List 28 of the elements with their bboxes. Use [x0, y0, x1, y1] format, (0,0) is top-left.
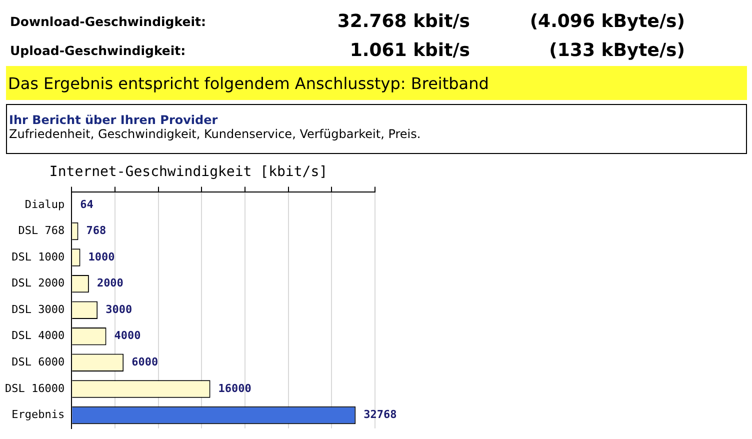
- data-label: 4000: [114, 329, 141, 342]
- text: Download-Geschwindigkeit:: [10, 14, 207, 28]
- data-label: 1000: [88, 250, 115, 264]
- chart-title: Internet-Geschwindigkeit [kbit/s]: [49, 164, 328, 180]
- y-tick-label: DSL 768: [18, 224, 65, 238]
- text: (133 kByte/s): [548, 40, 685, 60]
- y-tick-label: Ergebnis: [12, 408, 65, 422]
- text: 32.768 kbit/s: [336, 10, 470, 32]
- text: 1.061 kbit/s: [348, 40, 470, 60]
- data-label: 2000: [96, 276, 124, 290]
- data-label: 3000: [106, 302, 132, 316]
- y-tick-label: DSL 1000: [12, 250, 65, 264]
- y-tick-label: DSL 6000: [12, 356, 65, 369]
- y-tick-label: DSL 3000: [12, 302, 65, 316]
- text: Das Ergebnis entspricht folgendem Anschlusstyp: Breitband: [6, 66, 747, 100]
- text: (4.096 kByte/s): [528, 10, 685, 32]
- y-tick-label: Dialup: [24, 198, 65, 211]
- y-tick-label: DSL 2000: [12, 276, 65, 290]
- y-tick-label: DSL 16000: [4, 382, 65, 395]
- data-label: 64: [80, 198, 94, 211]
- text: Upload-Geschwindigkeit:: [10, 42, 187, 58]
- text: Zufriedenheit, Geschwindigkeit, Kundenservice, Verfügbarkeit, Preis.: [9, 127, 422, 141]
- y-tick-label: DSL 4000: [12, 329, 65, 342]
- data-label: 6000: [132, 356, 158, 369]
- data-label: 32768: [364, 408, 397, 422]
- text: Ihr Bericht über Ihren Provider: [9, 113, 219, 127]
- data-label: 768: [86, 224, 106, 238]
- data-label: 16000: [218, 382, 252, 395]
